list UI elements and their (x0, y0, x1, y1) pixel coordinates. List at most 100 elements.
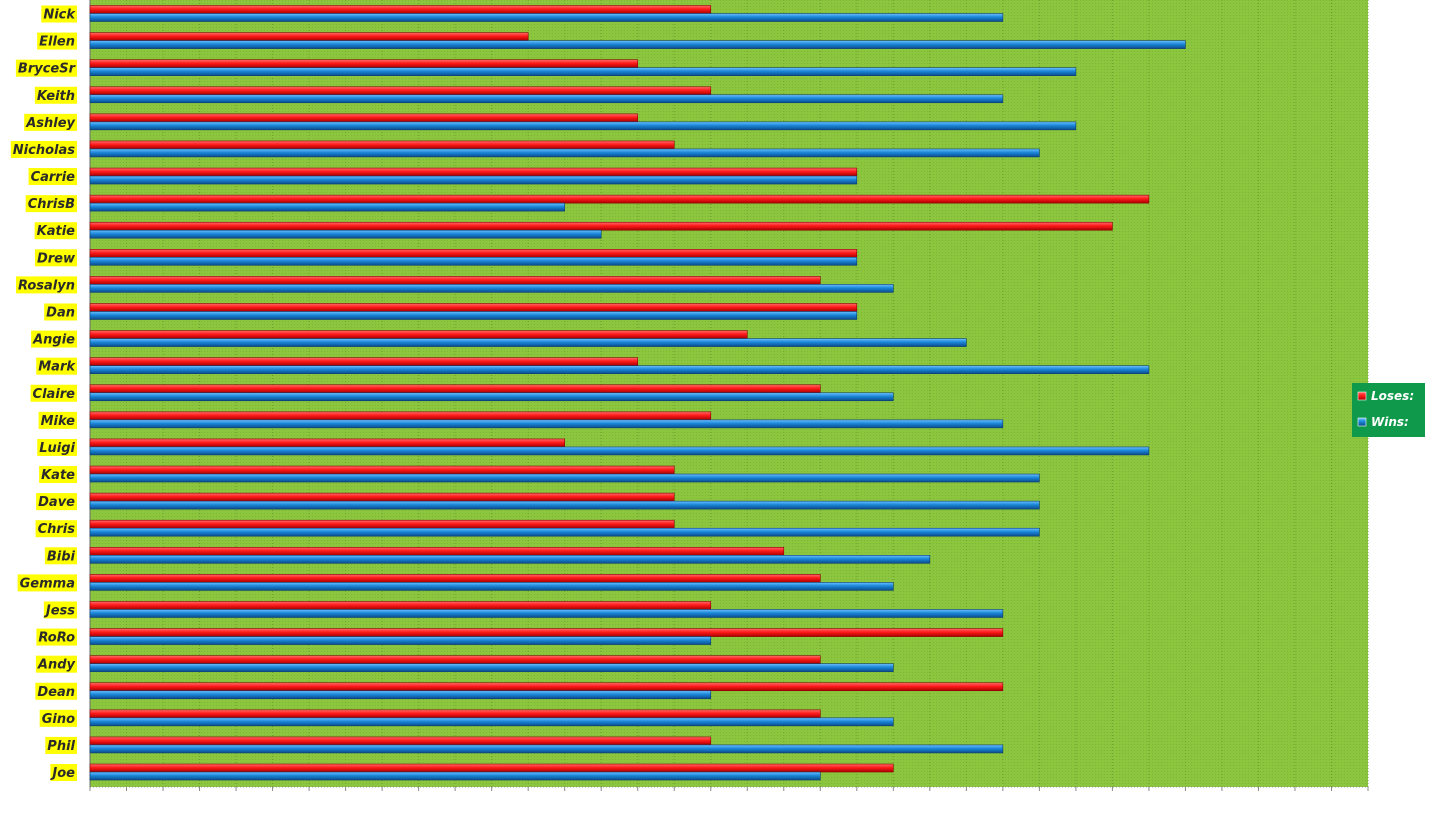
category-label: Mike (41, 414, 76, 429)
category-label-highlight (10, 140, 77, 158)
category-label-group: Keith (34, 86, 77, 104)
bar-loses-katie (89, 221, 1113, 231)
bar-wins-luigi (89, 446, 1150, 456)
legend-label: Loses: (1371, 389, 1414, 403)
category-label-highlight (36, 628, 77, 646)
category-label-group: RoRo (36, 628, 77, 646)
category-label-group: Dave (36, 493, 77, 511)
bar-wins-carrie (89, 175, 858, 185)
bar-loses-rosalyn (89, 276, 821, 285)
legend-label: Wins: (1371, 415, 1409, 429)
category-label: Nicholas (13, 143, 75, 158)
category-label-group: Bibi (44, 547, 77, 565)
category-label-group: Gino (39, 709, 77, 727)
category-label-highlight (37, 32, 77, 50)
category-label: Jess (43, 603, 75, 618)
bar-loses-chrisb (89, 194, 1150, 204)
bar-wins-chris (89, 527, 1040, 537)
category-label-group: Mark (36, 357, 77, 375)
bar-loses-jess (89, 601, 712, 610)
bar-wins-mike (89, 419, 1004, 429)
legend-swatch (1357, 417, 1367, 427)
category-label-group: Nicholas (10, 140, 77, 158)
category-label: Luigi (39, 441, 75, 456)
category-label-highlight (16, 276, 77, 294)
category-label-group: Drew (34, 249, 77, 267)
category-label-highlight (50, 764, 77, 782)
category-label-highlight (44, 303, 77, 321)
bar-wins-dan (89, 311, 858, 320)
bar-wins-ashley (89, 121, 1077, 131)
category-label-highlight (34, 222, 77, 240)
bar-loses-drew (89, 249, 858, 258)
category-label-group: Dan (44, 303, 77, 321)
category-label: Dan (46, 305, 75, 320)
bar-loses-andy (89, 655, 821, 664)
category-label-highlight (39, 709, 77, 727)
category-label: Dean (37, 685, 75, 700)
bar-wins-nicholas (89, 148, 1040, 158)
bar-wins-dean (89, 690, 712, 700)
category-label: Drew (37, 251, 76, 266)
category-label-group: Katie (34, 222, 77, 240)
category-label-group: Luigi (37, 438, 77, 456)
category-label-highlight (39, 466, 77, 484)
bar-loses-mike (89, 411, 712, 421)
category-label-highlight (15, 59, 77, 77)
category-label-group: Nick (41, 5, 77, 23)
category-label: Kate (41, 468, 75, 483)
bar-loses-kate (89, 465, 675, 475)
category-label-group: Jess (43, 601, 77, 619)
category-label: ChrisB (28, 197, 75, 212)
category-label-highlight (43, 601, 77, 619)
category-label-highlight (25, 195, 77, 213)
bar-wins-jess (89, 609, 1004, 618)
category-label-highlight (35, 520, 77, 538)
category-label-highlight (35, 682, 77, 700)
category-label-group: Rosalyn (16, 276, 77, 294)
category-label-highlight (41, 5, 77, 23)
bar-loses-mark (89, 357, 639, 366)
bar-wins-mark (89, 365, 1150, 374)
bar-loses-luigi (89, 438, 565, 448)
bar-loses-roro (89, 628, 1004, 637)
bar-wins-dave (89, 500, 1040, 510)
category-label: Gemma (20, 576, 75, 591)
bar-wins-ellen (89, 40, 1186, 49)
bar-wins-drew (89, 257, 858, 266)
category-label: RoRo (38, 631, 75, 646)
category-label-group: Ashley (24, 113, 77, 131)
category-label-highlight (37, 438, 77, 456)
bar-loses-claire (89, 384, 821, 394)
bar-loses-dan (89, 303, 858, 312)
bar-loses-brycesr (89, 59, 639, 68)
category-label-group: Phil (45, 736, 77, 754)
category-label-highlight (24, 113, 77, 131)
category-label-highlight (34, 86, 77, 104)
category-label: Nick (43, 8, 76, 23)
category-label-highlight (34, 249, 77, 267)
category-label-group: Dean (35, 682, 77, 700)
bar-loses-angie (89, 330, 748, 339)
bar-loses-gemma (89, 574, 821, 583)
bar-wins-gino (89, 717, 894, 727)
bar-wins-bibi (89, 554, 931, 564)
bar-loses-ellen (89, 32, 529, 41)
category-label: Bibi (47, 549, 76, 564)
category-label-group: Angie (31, 330, 77, 348)
category-label-highlight (38, 411, 77, 429)
category-label: Joe (49, 766, 75, 781)
bar-wins-keith (89, 94, 1004, 104)
bar-wins-gemma (89, 582, 894, 591)
category-label: Angie (32, 333, 75, 348)
bar-wins-claire (89, 392, 894, 402)
bar-loses-keith (89, 86, 712, 96)
category-label: Claire (33, 387, 76, 402)
bar-loses-chris (89, 519, 675, 529)
category-label-group: Carrie (28, 168, 77, 186)
bar-wins-andy (89, 663, 894, 672)
category-label-group: Andy (35, 655, 77, 673)
bar-loses-joe (89, 763, 894, 773)
